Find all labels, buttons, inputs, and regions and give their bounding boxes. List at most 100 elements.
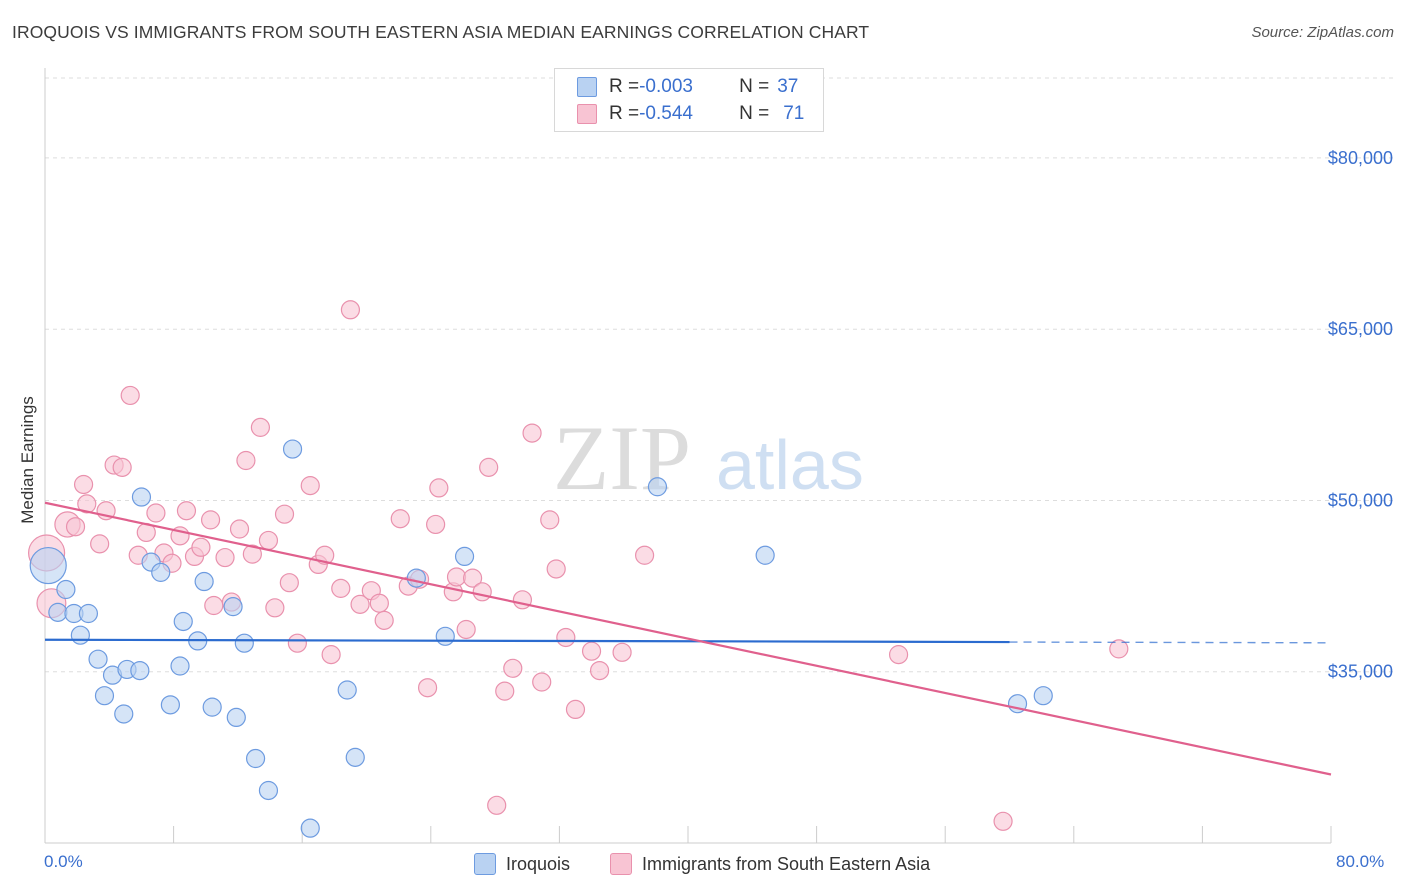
data-point-sea: [374, 610, 394, 630]
bottom-legend-label-iroquois: Iroquois: [506, 853, 571, 874]
data-point-sea: [112, 457, 132, 477]
data-point-sea: [426, 514, 446, 535]
data-point-sea: [532, 672, 552, 692]
data-point-sea: [229, 519, 250, 539]
trend-line-iroquois-extension: [1009, 641, 1332, 644]
data-point-sea: [250, 417, 271, 437]
trend-line-sea: [44, 501, 1332, 776]
chart-title: IROQUOIS VS IMMIGRANTS FROM SOUTH EASTER…: [12, 22, 870, 42]
data-point-sea: [215, 547, 235, 568]
data-point-sea: [331, 578, 351, 598]
data-point-sea: [65, 517, 86, 537]
x-tick-label-min: 0.0%: [44, 852, 83, 871]
data-point-sea: [634, 545, 655, 565]
trend-lines: [44, 501, 1332, 776]
data-point-sea: [279, 573, 299, 593]
data-point-sea: [200, 510, 221, 530]
data-point-sea: [522, 423, 542, 443]
legend-n-value: 37: [777, 76, 799, 97]
legend-swatch-iroquois: [577, 77, 597, 97]
data-point-iroquois: [647, 477, 668, 497]
data-point-iroquois: [151, 562, 171, 582]
legend-r-value: -0.544: [639, 103, 693, 124]
data-point-sea: [120, 385, 140, 406]
data-point-iroquois: [406, 568, 426, 588]
data-point-sea: [340, 300, 361, 320]
data-point-sea: [146, 503, 166, 523]
data-point-iroquois: [131, 487, 152, 507]
axes: [44, 68, 1332, 844]
legend-n-value: 71: [783, 103, 805, 124]
data-point-iroquois: [29, 546, 67, 585]
legend-row-sea: R = -0.544 N = 71: [577, 102, 804, 126]
data-point-sea: [556, 627, 576, 648]
data-point-iroquois: [435, 626, 455, 646]
bottom-legend-swatch-iroquois: [474, 853, 496, 875]
data-point-iroquois: [194, 571, 214, 592]
data-point-sea: [274, 504, 295, 524]
data-point-iroquois: [337, 680, 357, 700]
data-point-sea: [258, 530, 279, 551]
data-point-iroquois: [130, 660, 150, 681]
data-point-iroquois: [454, 546, 475, 567]
data-point-sea: [369, 593, 389, 613]
data-point-iroquois: [48, 602, 68, 622]
data-point-sea: [581, 641, 602, 661]
bottom-legend-iroquois: Iroquois: [474, 852, 570, 876]
data-point-sea: [350, 594, 370, 614]
data-point-sea: [265, 598, 285, 618]
data-point-sea: [472, 582, 492, 602]
data-point-sea: [77, 494, 97, 514]
legend-r-label: R =: [609, 76, 640, 97]
data-point-sea: [546, 559, 566, 579]
watermark: ZIP atlas: [553, 407, 864, 509]
data-point-iroquois: [223, 597, 243, 617]
data-point-iroquois: [94, 686, 115, 706]
data-point-sea: [589, 660, 610, 681]
legend-n-label: N =: [739, 103, 770, 124]
data-point-sea: [315, 545, 335, 565]
correlation-legend: R = -0.003 N = 37 R = -0.544 N = 71: [554, 68, 824, 132]
y-tick-label: $65,000: [1328, 319, 1393, 339]
data-point-sea: [417, 678, 438, 698]
data-point-sea: [300, 476, 320, 496]
data-points: [28, 300, 1129, 838]
data-point-iroquois: [258, 780, 279, 801]
grid-lines: [45, 77, 1393, 673]
data-point-iroquois: [300, 818, 320, 838]
data-point-sea: [456, 619, 476, 640]
watermark-atlas: atlas: [716, 426, 864, 504]
data-point-iroquois: [234, 633, 254, 653]
y-tick-label: $50,000: [1328, 490, 1393, 510]
data-point-sea: [479, 457, 499, 477]
y-tick-label: $35,000: [1328, 662, 1393, 682]
data-point-sea: [429, 478, 449, 498]
data-point-iroquois: [282, 439, 303, 459]
data-point-sea: [446, 567, 467, 587]
x-tick-label-max: 80.0%: [1336, 852, 1385, 871]
data-point-sea: [540, 510, 560, 530]
data-point-iroquois: [56, 579, 76, 600]
data-point-sea: [565, 699, 586, 720]
data-point-sea: [993, 811, 1013, 831]
data-point-iroquois: [78, 603, 99, 624]
bottom-legend-swatch-sea: [610, 853, 632, 875]
data-point-iroquois: [202, 697, 222, 717]
data-point-iroquois: [226, 707, 246, 728]
source-label: Source: ZipAtlas.com: [1251, 24, 1394, 41]
data-point-sea: [888, 645, 909, 665]
legend-row-iroquois: R = -0.003 N = 37: [577, 75, 798, 99]
bottom-legend-sea: Immigrants from South Eastern Asia: [610, 852, 930, 876]
data-point-sea: [612, 642, 632, 662]
data-point-iroquois: [70, 625, 90, 645]
watermark-zip: ZIP: [553, 407, 691, 509]
legend-n-label: N =: [739, 76, 770, 97]
trend-line-iroquois: [44, 638, 1010, 644]
y-tick-label: $80,000: [1328, 148, 1393, 168]
data-point-sea: [242, 544, 262, 564]
data-point-iroquois: [245, 748, 266, 769]
data-point-sea: [512, 590, 533, 610]
data-point-sea: [321, 645, 341, 665]
data-point-sea: [390, 509, 410, 529]
